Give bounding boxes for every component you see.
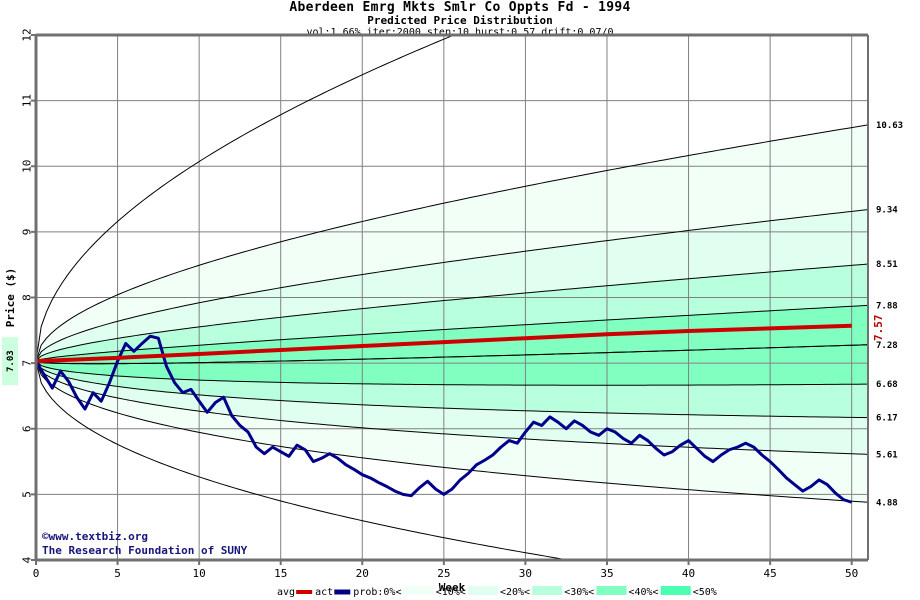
chart-title: Aberdeen Emrg Mkts Smlr Co Oppts Fd - 19… bbox=[289, 0, 631, 15]
right-value-label: 8.51 bbox=[876, 260, 898, 270]
y-tick-label: 6 bbox=[21, 425, 34, 432]
right-value-label: 6.17 bbox=[876, 414, 898, 424]
watermark-org: The Research Foundation of SUNY bbox=[42, 544, 248, 557]
y-tick-label: 4 bbox=[21, 556, 34, 563]
legend-swatch-3 bbox=[532, 586, 563, 595]
x-tick-label: 10 bbox=[193, 567, 206, 580]
right-value-label: 7.28 bbox=[876, 341, 898, 351]
legend-swatch-2 bbox=[467, 586, 498, 595]
legend-band-label-3: <30%< bbox=[564, 587, 594, 598]
y-tick-label: 10 bbox=[21, 160, 34, 173]
x-tick-label: 25 bbox=[437, 567, 450, 580]
x-tick-label: 40 bbox=[682, 567, 695, 580]
legend-avg-label: avg bbox=[277, 587, 295, 598]
right-value-label: 10.63 bbox=[876, 121, 903, 131]
y-tick-label: 11 bbox=[21, 94, 34, 107]
right-value-label: 9.34 bbox=[876, 206, 898, 216]
quantile-curve bbox=[36, 361, 572, 560]
x-axis-title: Week bbox=[439, 581, 466, 594]
x-axis-ticks: 0 5 10 15 20 25 30 35 40 45 50 bbox=[33, 560, 858, 580]
chart-parameters: vol:1.66% iter:2000 step:10 hurst:0.57 d… bbox=[306, 27, 614, 38]
legend-swatch-4 bbox=[596, 586, 627, 595]
watermark-site: ©www.textbiz.org bbox=[42, 530, 148, 543]
right-value-label: 4.88 bbox=[876, 498, 898, 508]
quantile-curve bbox=[36, 124, 868, 362]
y-tick-label: 12 bbox=[21, 28, 34, 41]
series-act bbox=[36, 334, 853, 504]
x-tick-label: 0 bbox=[33, 567, 40, 580]
right-value-labels: 10.63 9.34 8.51 7.88 7.28 6.68 6.17 5.61 4.88 bbox=[876, 121, 903, 508]
legend[interactable]: avg act prob:0%< <10%< <20%< <30%< <40%< <50% bbox=[277, 586, 717, 598]
y-tick-label: 7 bbox=[21, 360, 34, 367]
start-price-label: 7.03 bbox=[2, 337, 18, 386]
legend-swatch-5 bbox=[660, 586, 691, 595]
quantile-curve bbox=[36, 360, 868, 503]
chart-subtitle: Predicted Price Distribution bbox=[367, 14, 553, 27]
right-value-label: 7.88 bbox=[876, 301, 898, 311]
legend-band-label-2: <20%< bbox=[500, 587, 530, 598]
x-tick-label: 45 bbox=[763, 567, 776, 580]
legend-prob-label: prob:0%< bbox=[353, 587, 401, 598]
legend-swatch-1 bbox=[403, 586, 434, 595]
right-value-label: 6.68 bbox=[876, 380, 898, 390]
y-tick-label: 8 bbox=[21, 294, 34, 301]
legend-act-label: act bbox=[315, 587, 333, 598]
start-price-highlight bbox=[2, 337, 18, 386]
quantile-curve bbox=[36, 304, 868, 362]
y-tick-label: 9 bbox=[21, 229, 34, 236]
series-avg bbox=[36, 323, 852, 364]
legend-band-label-4: <40%< bbox=[628, 587, 658, 598]
quantile-curve bbox=[36, 209, 868, 362]
x-tick-label: 50 bbox=[845, 567, 858, 580]
right-value-label: 5.61 bbox=[876, 450, 898, 460]
title-block: Aberdeen Emrg Mkts Smlr Co Oppts Fd - 19… bbox=[0, 0, 920, 39]
legend-band-label-1: <10%< bbox=[436, 587, 466, 598]
y-tick-label: 5 bbox=[21, 491, 34, 498]
x-tick-label: 5 bbox=[114, 567, 121, 580]
y-axis-title: Price ($) bbox=[4, 268, 17, 328]
quantile-curve bbox=[36, 360, 868, 419]
x-tick-label: 20 bbox=[356, 567, 369, 580]
legend-band-label-5: <50% bbox=[693, 587, 717, 598]
y-axis-ticks: 4 5 6 7 8 9 10 11 12 bbox=[21, 28, 36, 563]
x-tick-label: 35 bbox=[600, 567, 613, 580]
x-tick-label: 15 bbox=[274, 567, 287, 580]
quantile-curve bbox=[36, 344, 868, 365]
band-40-50 bbox=[36, 305, 868, 386]
x-tick-label: 30 bbox=[519, 567, 532, 580]
start-price-value: 7.03 bbox=[6, 350, 16, 372]
quantile-curve bbox=[36, 360, 868, 386]
act-line bbox=[36, 334, 853, 504]
avg-end-value-label: 7.57 bbox=[872, 314, 885, 341]
avg-line bbox=[36, 323, 852, 364]
quantile-curve bbox=[36, 263, 868, 362]
